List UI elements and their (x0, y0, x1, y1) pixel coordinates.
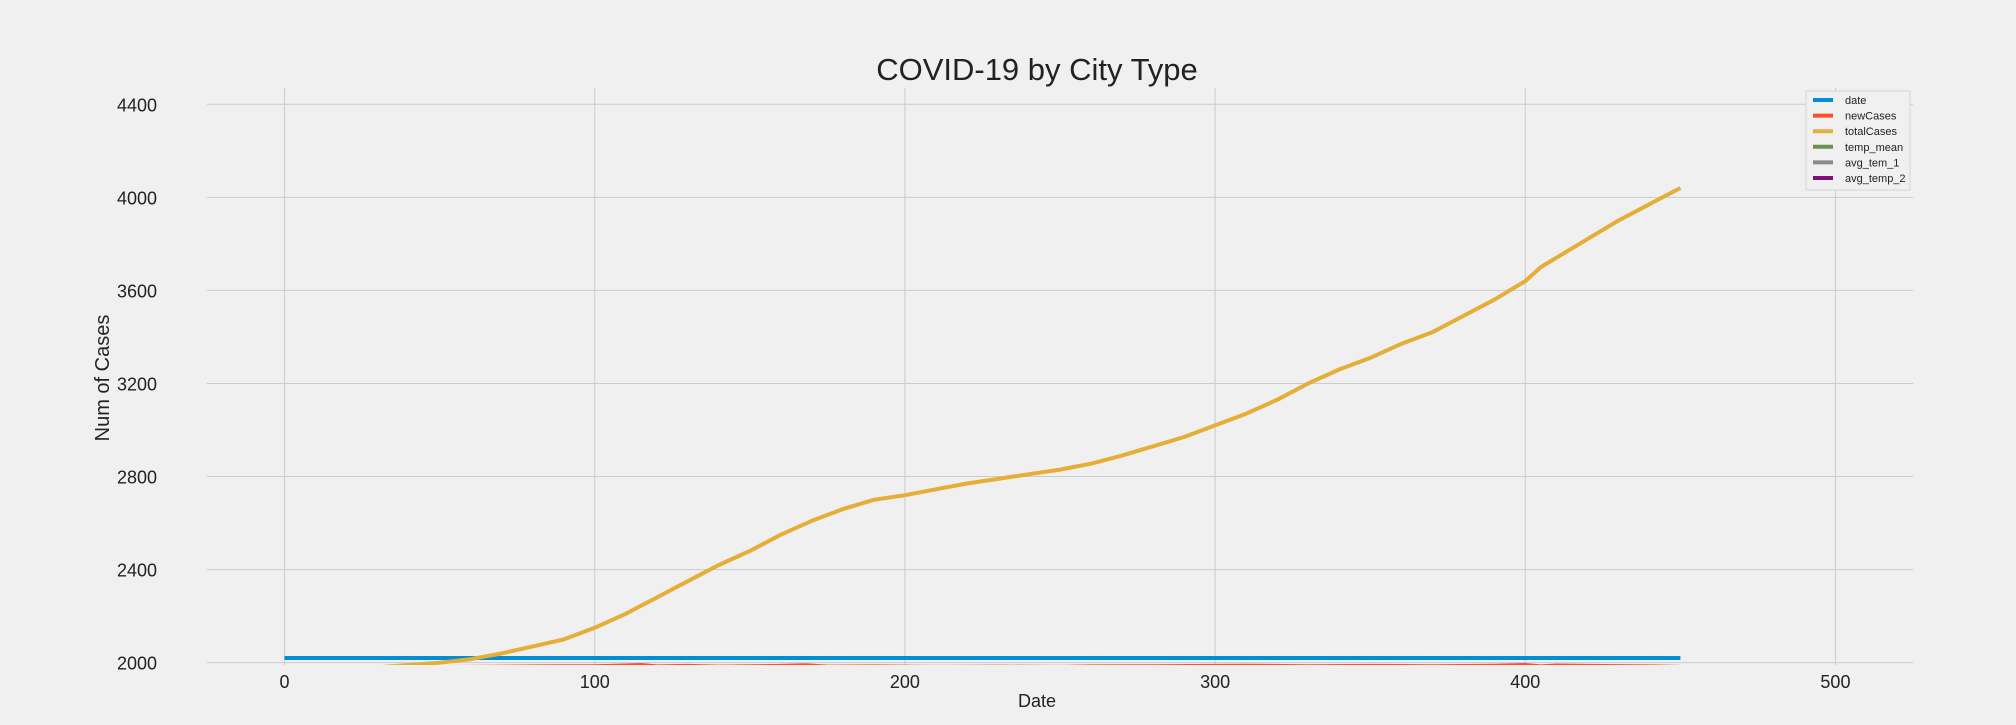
y-tick-label: 3600 (117, 281, 157, 301)
chart-title: COVID-19 by City Type (876, 52, 1198, 87)
legend: date newCases totalCases temp_mean avg_tem_1… (1805, 90, 1911, 191)
y-tick-label: 4000 (117, 188, 157, 208)
x-tick-label: 400 (1510, 672, 1540, 692)
y-tick-label: 3200 (117, 374, 157, 394)
legend-label-newcases: newCases (1845, 111, 1897, 123)
x-tick-label: 500 (1820, 672, 1850, 692)
x-tick-label: 0 (280, 672, 290, 692)
legend-label-avg-tem-1: avg_tem_1 (1845, 157, 1899, 169)
x-tick-label: 300 (1200, 672, 1230, 692)
y-tick-label: 2800 (117, 468, 157, 488)
y-axis-label: Num of Cases (92, 315, 114, 442)
x-axis-label: Date (1018, 691, 1056, 711)
legend-label-date: date (1845, 95, 1866, 107)
legend-frame (1805, 90, 1911, 191)
legend-label-avg-temp-2: avg_temp_2 (1845, 173, 1906, 185)
y-tick-label: 2400 (117, 561, 157, 581)
x-tick-label: 200 (890, 672, 920, 692)
y-tick-label: 2000 (117, 654, 157, 674)
legend-label-temp-mean: temp_mean (1845, 142, 1903, 154)
x-tick-label: 100 (580, 672, 610, 692)
legend-label-totalcases: totalCases (1845, 126, 1897, 138)
series-line-totalcases (381, 186, 1682, 665)
series-lines (284, 186, 1682, 665)
y-tick-label: 4400 (117, 95, 157, 115)
axes: 0 100 200 300 400 500 2000 2400 2800 3200 3600 4000… (117, 95, 1851, 692)
